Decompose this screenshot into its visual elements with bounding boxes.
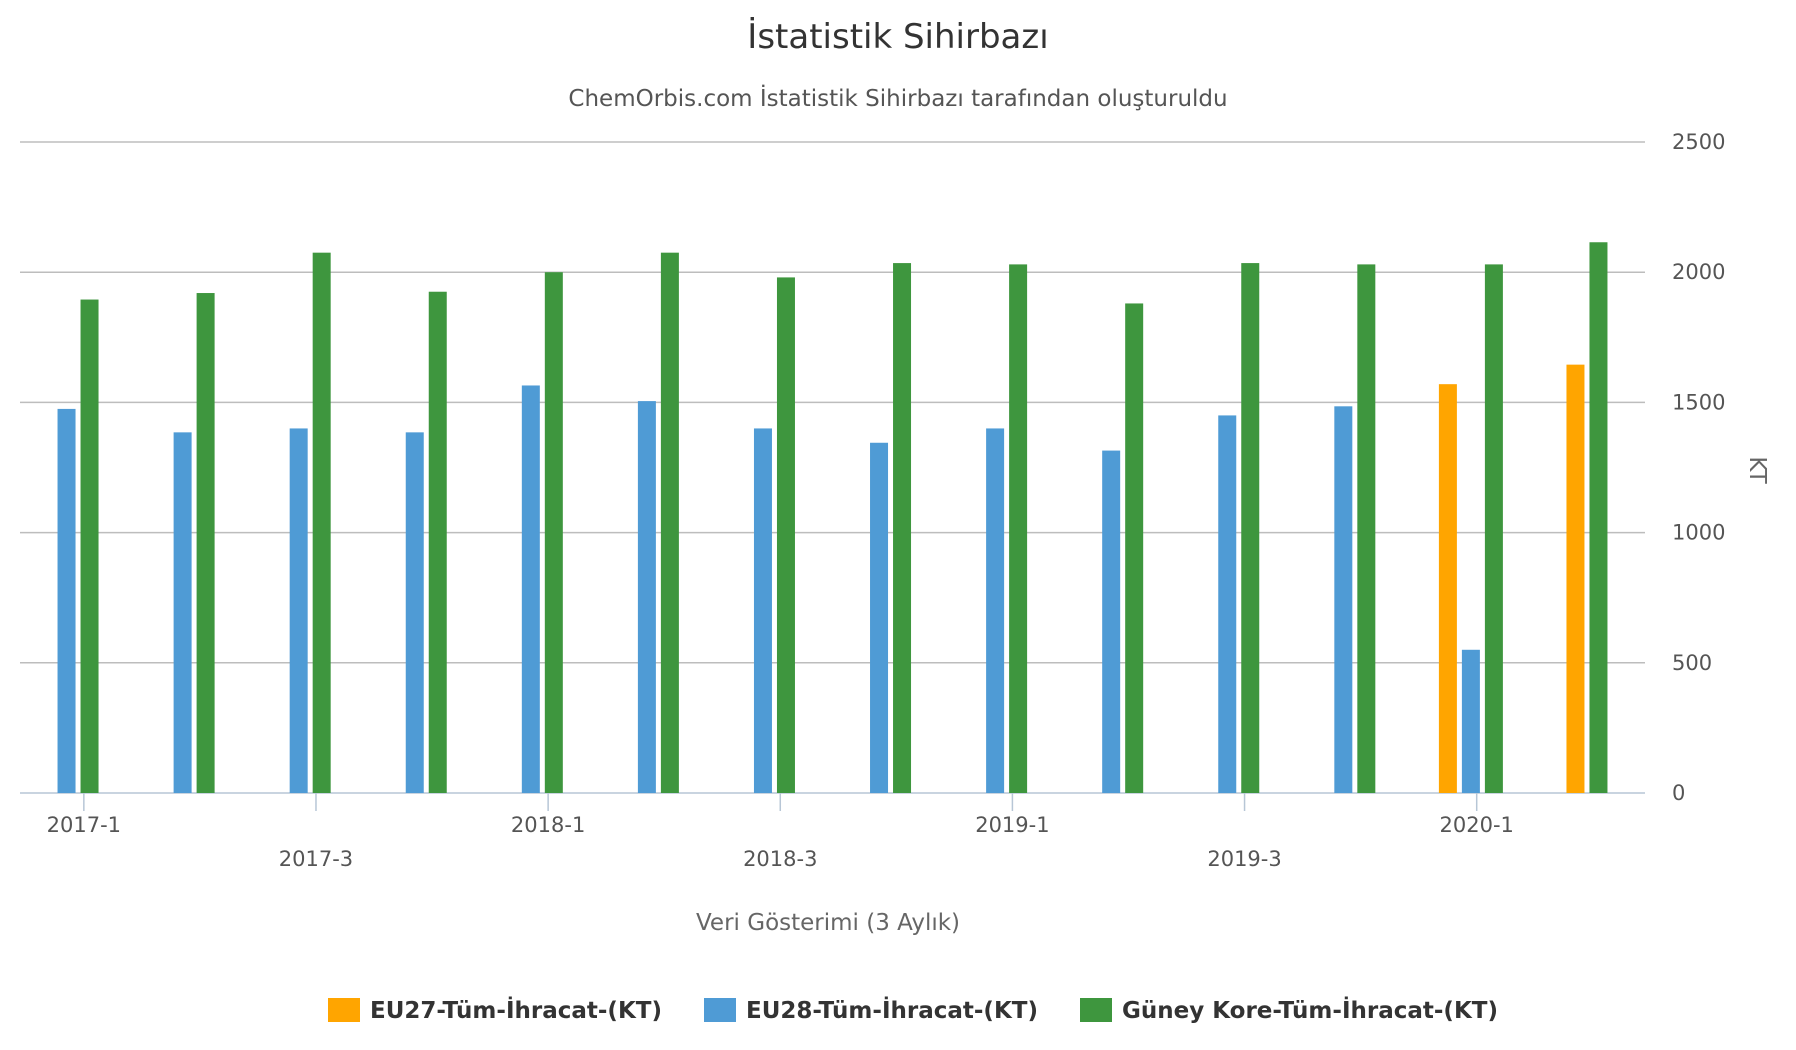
bar-2018-4-series-2 xyxy=(870,442,889,793)
x-tick-label: 2020-1 xyxy=(1440,813,1514,837)
y-axis-title: KT xyxy=(1744,456,1770,484)
y-tick-label: 1000 xyxy=(1672,521,1725,545)
legend-swatch xyxy=(328,998,360,1022)
bar-2019-1-series-3 xyxy=(1009,264,1028,793)
bar-2017-4-series-3 xyxy=(428,291,447,793)
bar-2017-1-series-2 xyxy=(57,408,76,793)
bar-2019-2-series-2 xyxy=(1102,450,1121,793)
bar-2018-3-series-3 xyxy=(776,277,795,794)
bar-layer xyxy=(57,242,1608,794)
y-axis-ticks: 0 500 1000 1500 2000 2500 xyxy=(1672,130,1725,805)
bar-2019-2-series-3 xyxy=(1125,303,1144,793)
legend-swatch xyxy=(1080,998,1112,1022)
chart-title: İstatistik Sihirbazı xyxy=(747,17,1048,57)
bar-2019-4-series-3 xyxy=(1357,264,1376,793)
x-tick-label: 2017-3 xyxy=(279,847,353,871)
y-tick-label: 0 xyxy=(1672,781,1685,805)
y-tick-label: 2000 xyxy=(1672,260,1725,284)
chart-subtitle: ChemOrbis.com İstatistik Sihirbazı taraf… xyxy=(568,84,1227,112)
bar-2020-2-series-3 xyxy=(1589,242,1608,793)
bar-2017-2-series-3 xyxy=(196,293,215,793)
legend-item-3[interactable]: Güney Kore-Tüm-İhracat-(KT) xyxy=(1080,996,1498,1024)
legend-label: EU27-Tüm-İhracat-(KT) xyxy=(370,996,662,1024)
x-tick-label: 2017-1 xyxy=(47,813,121,837)
bar-2017-3-series-3 xyxy=(312,252,331,794)
x-tick-label: 2019-1 xyxy=(975,813,1049,837)
bar-2018-3-series-2 xyxy=(753,428,772,793)
x-axis-ticks: 2017-1 2017-3 2018-1 2018-3 2019-1 2019-3 2020… xyxy=(47,793,1514,871)
x-tick-label: 2018-1 xyxy=(511,813,585,837)
bar-2017-4-series-2 xyxy=(405,432,424,793)
y-tick-label: 500 xyxy=(1672,651,1712,675)
bar-2019-4-series-2 xyxy=(1334,406,1353,793)
y-tick-label: 1500 xyxy=(1672,390,1725,414)
bar-2017-3-series-2 xyxy=(289,428,308,793)
bar-2018-2-series-2 xyxy=(637,401,656,793)
y-tick-label: 2500 xyxy=(1672,130,1725,154)
bar-2018-1-series-2 xyxy=(521,385,540,793)
bar-2020-1-series-3 xyxy=(1484,264,1503,793)
bar-2020-1-series-1 xyxy=(1438,384,1457,793)
bar-2019-1-series-2 xyxy=(986,428,1005,793)
legend-swatch xyxy=(704,998,736,1022)
grid-layer xyxy=(20,141,1645,794)
bar-2020-1-series-2 xyxy=(1461,649,1480,793)
bar-2018-2-series-3 xyxy=(660,252,679,794)
bar-2020-2-series-1 xyxy=(1566,364,1585,793)
bar-2017-2-series-2 xyxy=(173,432,192,793)
bar-2017-1-series-3 xyxy=(80,299,99,793)
bar-2018-1-series-3 xyxy=(544,272,563,793)
legend: EU27-Tüm-İhracat-(KT) EU28-Tüm-İhracat-(K… xyxy=(328,996,1498,1024)
x-tick-label: 2019-3 xyxy=(1207,847,1281,871)
bar-2019-3-series-3 xyxy=(1241,263,1260,793)
legend-label: Güney Kore-Tüm-İhracat-(KT) xyxy=(1122,996,1498,1024)
x-tick-label: 2018-3 xyxy=(743,847,817,871)
x-axis-title: Veri Gösterimi (3 Aylık) xyxy=(696,910,960,936)
legend-item-1[interactable]: EU27-Tüm-İhracat-(KT) xyxy=(328,996,662,1024)
bar-2019-3-series-2 xyxy=(1218,415,1237,793)
legend-label: EU28-Tüm-İhracat-(KT) xyxy=(746,996,1038,1024)
legend-item-2[interactable]: EU28-Tüm-İhracat-(KT) xyxy=(704,996,1038,1024)
bar-2018-4-series-3 xyxy=(893,263,912,793)
